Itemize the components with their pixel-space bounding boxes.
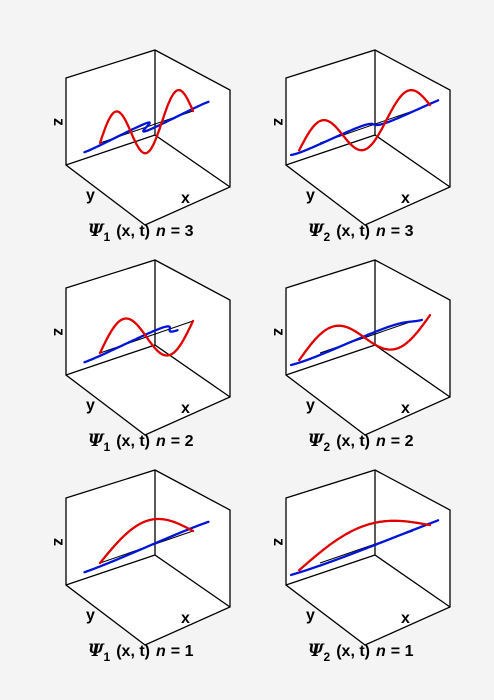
y-axis-label: y [306,397,315,414]
imaginary-part-curve [83,325,179,364]
panel-3: z y x Ψ1 (x, t) n = 2 [50,259,231,454]
plot-box-inner-edge [285,554,376,586]
y-axis-label: y [306,607,315,624]
x-axis-label: x [401,190,410,207]
caption-n-value: = 2 [391,433,414,450]
caption-psi: Ψ [88,641,105,661]
z-axis-label: z [270,328,287,336]
plot-box-inner-edge [65,554,156,586]
real-part-curve [298,88,432,152]
y-axis-label: y [86,187,95,204]
imaginary-part-curve [289,99,440,157]
caption-psi: Ψ [308,431,325,451]
z-axis-label: z [270,118,287,126]
panel-2: z y x Ψ2 (x, t) n = 3 [270,49,451,244]
plot-box-inner-edge [285,134,376,166]
caption-args: (x, t) [336,433,370,450]
x-axis-label: x [401,400,410,417]
caption-psi: Ψ [308,221,325,241]
panel-caption: Ψ2 (x, t) n = 3 [308,221,414,244]
caption-n-var: n [376,433,386,450]
caption-n-value: = 1 [391,643,414,660]
real-part-curve [98,88,195,155]
panel-caption: Ψ1 (x, t) n = 3 [88,221,194,244]
real-part-curve [298,519,432,572]
plot-box-inner-edge [285,344,376,376]
imaginary-part-curve [289,519,440,577]
caption-n-var: n [156,433,166,450]
caption-psi: Ψ [88,431,105,451]
panel-5: z y x Ψ1 (x, t) n = 1 [50,469,231,664]
caption-psi-index: 2 [324,650,331,664]
real-part-curve [98,517,195,565]
caption-n-var: n [376,223,386,240]
caption-psi-index: 1 [104,650,111,664]
panel-1: z y x Ψ1 (x, t) n = 3 [50,49,231,244]
x-axis-label: x [181,190,190,207]
real-part-curve [98,317,195,357]
panel-caption: Ψ1 (x, t) n = 1 [88,641,194,664]
z-axis-label: z [50,538,67,546]
caption-args: (x, t) [336,223,370,240]
z-axis-label: z [50,328,67,336]
x-axis-label: x [181,400,190,417]
z-axis-label: z [50,118,67,126]
y-axis-label: y [86,397,95,414]
panel-caption: Ψ2 (x, t) n = 1 [308,641,414,664]
panel-6: z y x Ψ2 (x, t) n = 1 [270,469,451,664]
caption-n-value: = 3 [391,223,414,240]
y-axis-label: y [306,187,315,204]
plot-box-inner-edge [65,134,156,166]
caption-n-value: = 1 [171,643,194,660]
plot-box-inner-edge [65,344,156,376]
caption-n-value: = 2 [171,433,194,450]
caption-psi: Ψ [88,221,105,241]
caption-psi: Ψ [308,641,325,661]
caption-args: (x, t) [116,223,150,240]
caption-args: (x, t) [336,643,370,660]
caption-n-var: n [376,643,386,660]
caption-args: (x, t) [116,643,150,660]
x-axis-label: x [401,610,410,627]
caption-psi-index: 2 [324,230,331,244]
imaginary-part-curve [83,520,210,574]
caption-args: (x, t) [116,433,150,450]
z-axis-label: z [270,538,287,546]
caption-psi-index: 1 [104,440,111,454]
x-axis-label: x [181,610,190,627]
caption-psi-index: 1 [104,230,111,244]
panel-caption: Ψ2 (x, t) n = 2 [308,431,414,454]
caption-n-var: n [156,223,166,240]
panel-caption: Ψ1 (x, t) n = 2 [88,431,194,454]
imaginary-part-curve [289,318,424,367]
imaginary-part-curve [83,100,210,154]
caption-n-var: n [156,643,166,660]
panel-4: z y x Ψ2 (x, t) n = 2 [270,259,451,454]
caption-psi-index: 2 [324,440,331,454]
real-part-curve [298,313,432,362]
caption-n-value: = 3 [171,223,194,240]
y-axis-label: y [86,607,95,624]
